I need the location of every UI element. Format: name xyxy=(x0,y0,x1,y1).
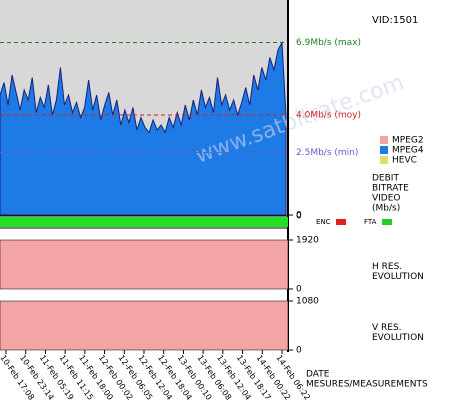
status-zero: 0 xyxy=(296,212,302,222)
legend-label: MPEG4 xyxy=(392,146,424,156)
status-bar xyxy=(0,217,288,227)
y-tick-label: 0 xyxy=(296,346,302,356)
x-title: MESURES/MEASUREMENTS xyxy=(306,380,428,390)
axis-title: BITRATE xyxy=(372,184,409,194)
reference-label: 6.9Mb/s (max) xyxy=(296,38,361,48)
legend-label: MPEG2 xyxy=(392,136,424,146)
y-tick-label: 1080 xyxy=(296,297,319,307)
reference-label: 4.0Mb/s (moy) xyxy=(296,111,361,121)
legend-swatch xyxy=(380,136,388,144)
y-tick-label: 0 xyxy=(296,211,302,221)
bitrate-area xyxy=(0,40,287,216)
fta-swatch xyxy=(382,219,392,225)
reference-label: 2.5Mb/s (min) xyxy=(296,148,358,158)
legend-swatch xyxy=(380,156,388,164)
legend-swatch xyxy=(380,146,388,154)
legend-label: HEVC xyxy=(392,156,417,166)
panel-title: EVOLUTION xyxy=(372,272,424,282)
vid-label: VID:1501 xyxy=(372,15,418,26)
axis-title: (Mb/s) xyxy=(372,204,400,214)
resolution-bar xyxy=(0,239,289,290)
resolution-bar xyxy=(0,300,289,351)
y-tick-label: 0 xyxy=(296,285,302,295)
axis-title: DEBIT xyxy=(372,174,399,184)
enc-label: ENC xyxy=(316,218,331,226)
panel-title: H RES. xyxy=(372,262,402,272)
panel-title: V RES. xyxy=(372,323,402,333)
axis-title: VIDEO xyxy=(372,194,401,204)
y-tick-label: 1920 xyxy=(296,236,319,246)
enc-swatch xyxy=(336,219,346,225)
panel-title: EVOLUTION xyxy=(372,333,424,343)
x-title: DATE xyxy=(306,370,330,380)
fta-label: FTA xyxy=(364,218,377,226)
